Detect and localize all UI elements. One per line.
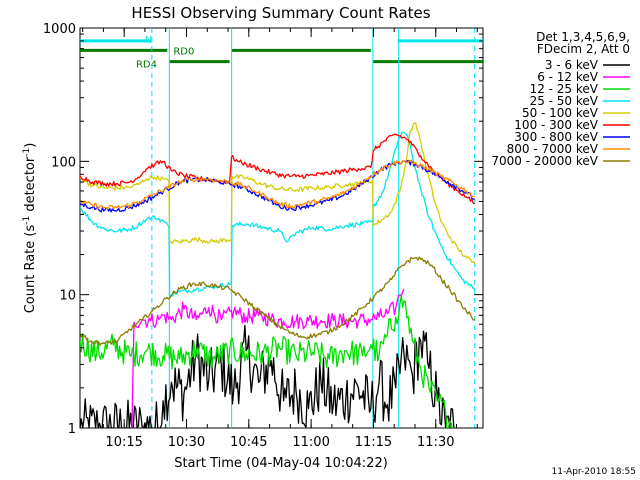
- y-axis-title-sup2: -1: [22, 148, 32, 157]
- legend-header-line-1: Det 1,3,4,5,6,9,: [536, 30, 630, 44]
- y-tick-label: 10: [59, 289, 76, 304]
- x-tick-label: 11:00: [292, 435, 329, 450]
- y-axis: 1 10 100 1000: [43, 22, 483, 437]
- x-tick-label: 11:30: [417, 435, 454, 450]
- series-lines: [80, 122, 476, 428]
- y-axis-title-text: Count Rate (s: [23, 225, 38, 314]
- legend-label-12-25-kev: 12 - 25 keV: [530, 82, 599, 96]
- legend-label-6-12-kev: 6 - 12 keV: [537, 70, 599, 84]
- series-line-300-800-kev: [80, 159, 475, 213]
- flag-label-rd0: RD0: [173, 46, 194, 57]
- x-tick-label: 10:15: [105, 435, 142, 450]
- series-line-100-300-kev: [80, 133, 475, 205]
- y-axis-title-mid: detector: [23, 156, 38, 216]
- legend-label-25-50-kev: 25 - 50 keV: [530, 94, 599, 108]
- y-axis-title: Count Rate (s-1 detector-1): [22, 143, 38, 314]
- legend-label-50-100-kev: 50 - 100 keV: [522, 106, 599, 120]
- y-axis-title-sup1: -1: [22, 216, 32, 225]
- mode-flags: N RD0 RD4: [80, 35, 483, 71]
- x-tick-label: 10:30: [168, 435, 205, 450]
- y-tick-label: 100: [51, 155, 76, 170]
- legend-label-3-6-kev: 3 - 6 keV: [545, 58, 599, 72]
- x-tick-label: 10:45: [230, 435, 267, 450]
- series-line-3-6-kev: [80, 324, 455, 428]
- y-tick-label: 1: [68, 422, 76, 437]
- x-axis: 10:15 10:30 10:45 11:00 11:15 11:30: [82, 28, 478, 450]
- flag-label-rd4: RD4: [136, 60, 157, 71]
- y-tick-label: 1000: [43, 22, 76, 37]
- series-line-25-50-kev: [80, 131, 475, 297]
- flag-label-n: N: [145, 35, 152, 46]
- series-line-6-12-kev: [131, 288, 405, 428]
- series-line-800-7000-kev: [80, 159, 476, 210]
- legend-header-line-2: FDecim 2, Att 0: [537, 42, 630, 56]
- x-tick-label: 11:15: [355, 435, 392, 450]
- legend-label-800-7000-kev: 800 - 7000 keV: [507, 142, 599, 156]
- legend-label-100-300-kev: 100 - 300 keV: [514, 118, 598, 132]
- series-line-50-100-kev: [80, 122, 476, 265]
- legend: Det 1,3,4,5,6,9, FDecim 2, Att 0 3 - 6 k…: [491, 30, 630, 168]
- legend-label-7000-20000-kev: 7000 - 20000 keV: [491, 154, 598, 168]
- series-line-12-25-kev: [80, 294, 454, 428]
- y-axis-title-end: ): [23, 143, 38, 148]
- x-axis-title: Start Time (04-May-04 10:04:22): [174, 456, 388, 471]
- plot-frame: [79, 27, 484, 429]
- footer-timestamp: 11-Apr-2010 18:55: [552, 467, 636, 477]
- chart-title: HESSI Observing Summary Count Rates: [131, 4, 430, 22]
- series-line-7000-20000-kev: [80, 256, 475, 347]
- legend-label-300-800-kev: 300 - 800 keV: [514, 130, 598, 144]
